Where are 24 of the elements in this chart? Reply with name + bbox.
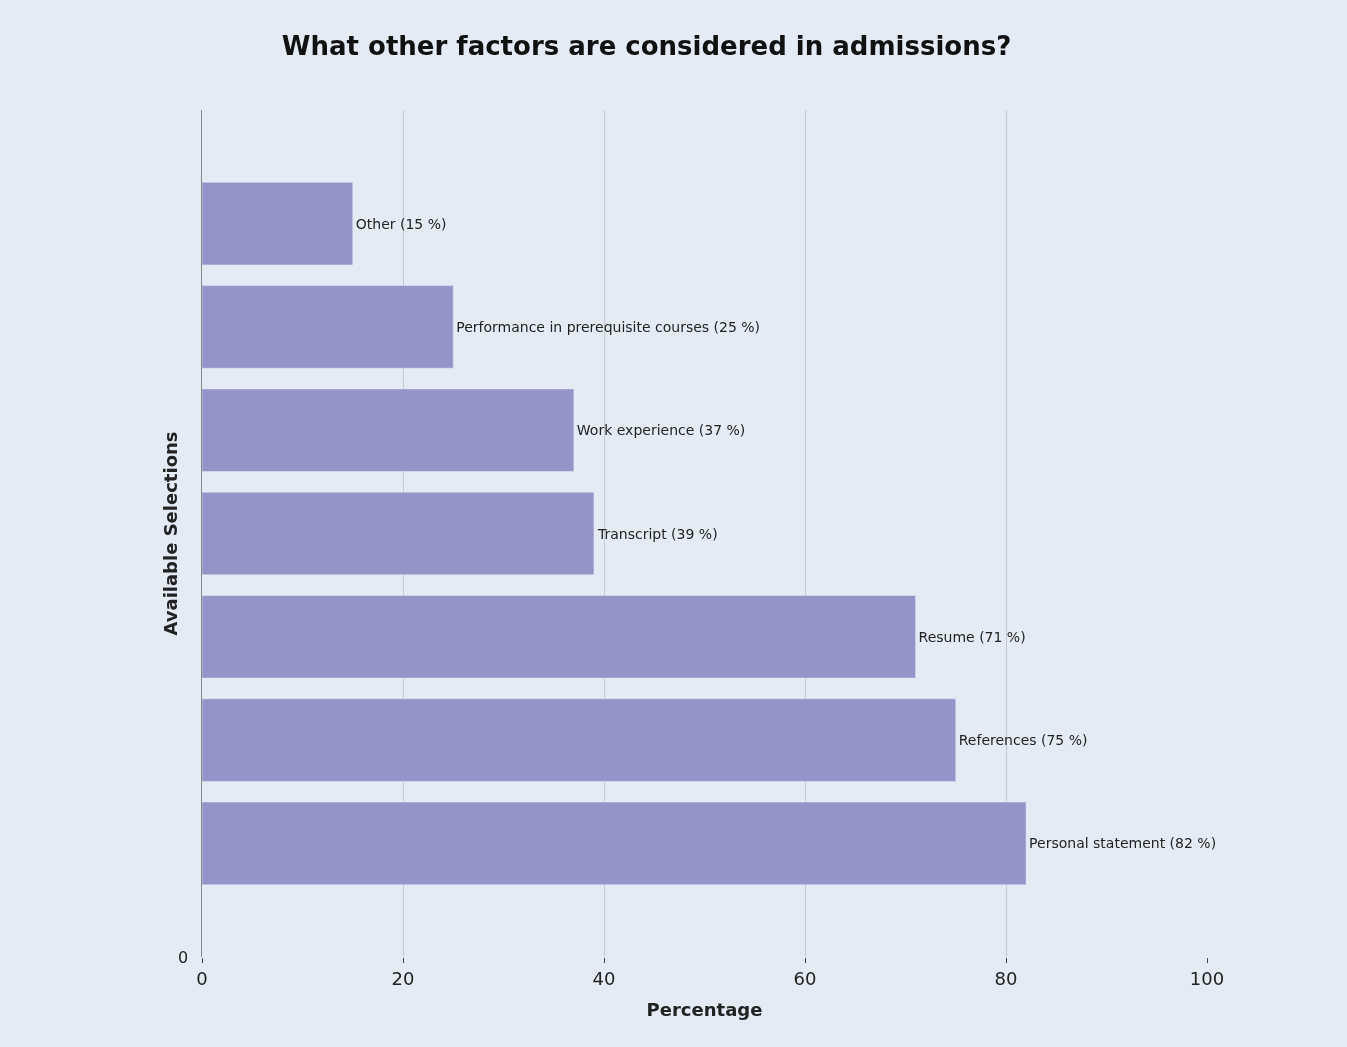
x-tick-label: 100 [1189,967,1225,989]
data-label: Other (15 %) [355,215,447,232]
y-axis-title: Available Selections [160,431,182,636]
data-label: Transcript (39 %) [596,525,718,542]
data-label: Personal statement (82 %) [1029,835,1217,852]
data-label: Performance in prerequisite courses (25 %) [456,318,761,335]
x-tick-label: 0 [196,967,208,989]
bar [202,388,575,472]
bar [202,182,353,266]
data-label: Work experience (37 %) [576,422,746,439]
data-label: References (75 %) [958,732,1088,749]
x-tick-label: 80 [994,967,1018,989]
bar [202,801,1027,885]
data-label: Resume (71 %) [918,628,1026,645]
bar [202,491,595,576]
x-tick-label: 60 [793,967,817,989]
chart-title: What other factors are considered in admissions? [281,30,1012,61]
x-tick-label: 20 [391,967,415,989]
x-axis-title: Percentage [646,998,763,1020]
bar [202,285,454,369]
text: 0 [178,948,189,967]
bar [202,595,916,679]
x-tick-label: 40 [592,967,616,989]
bar [202,698,956,782]
